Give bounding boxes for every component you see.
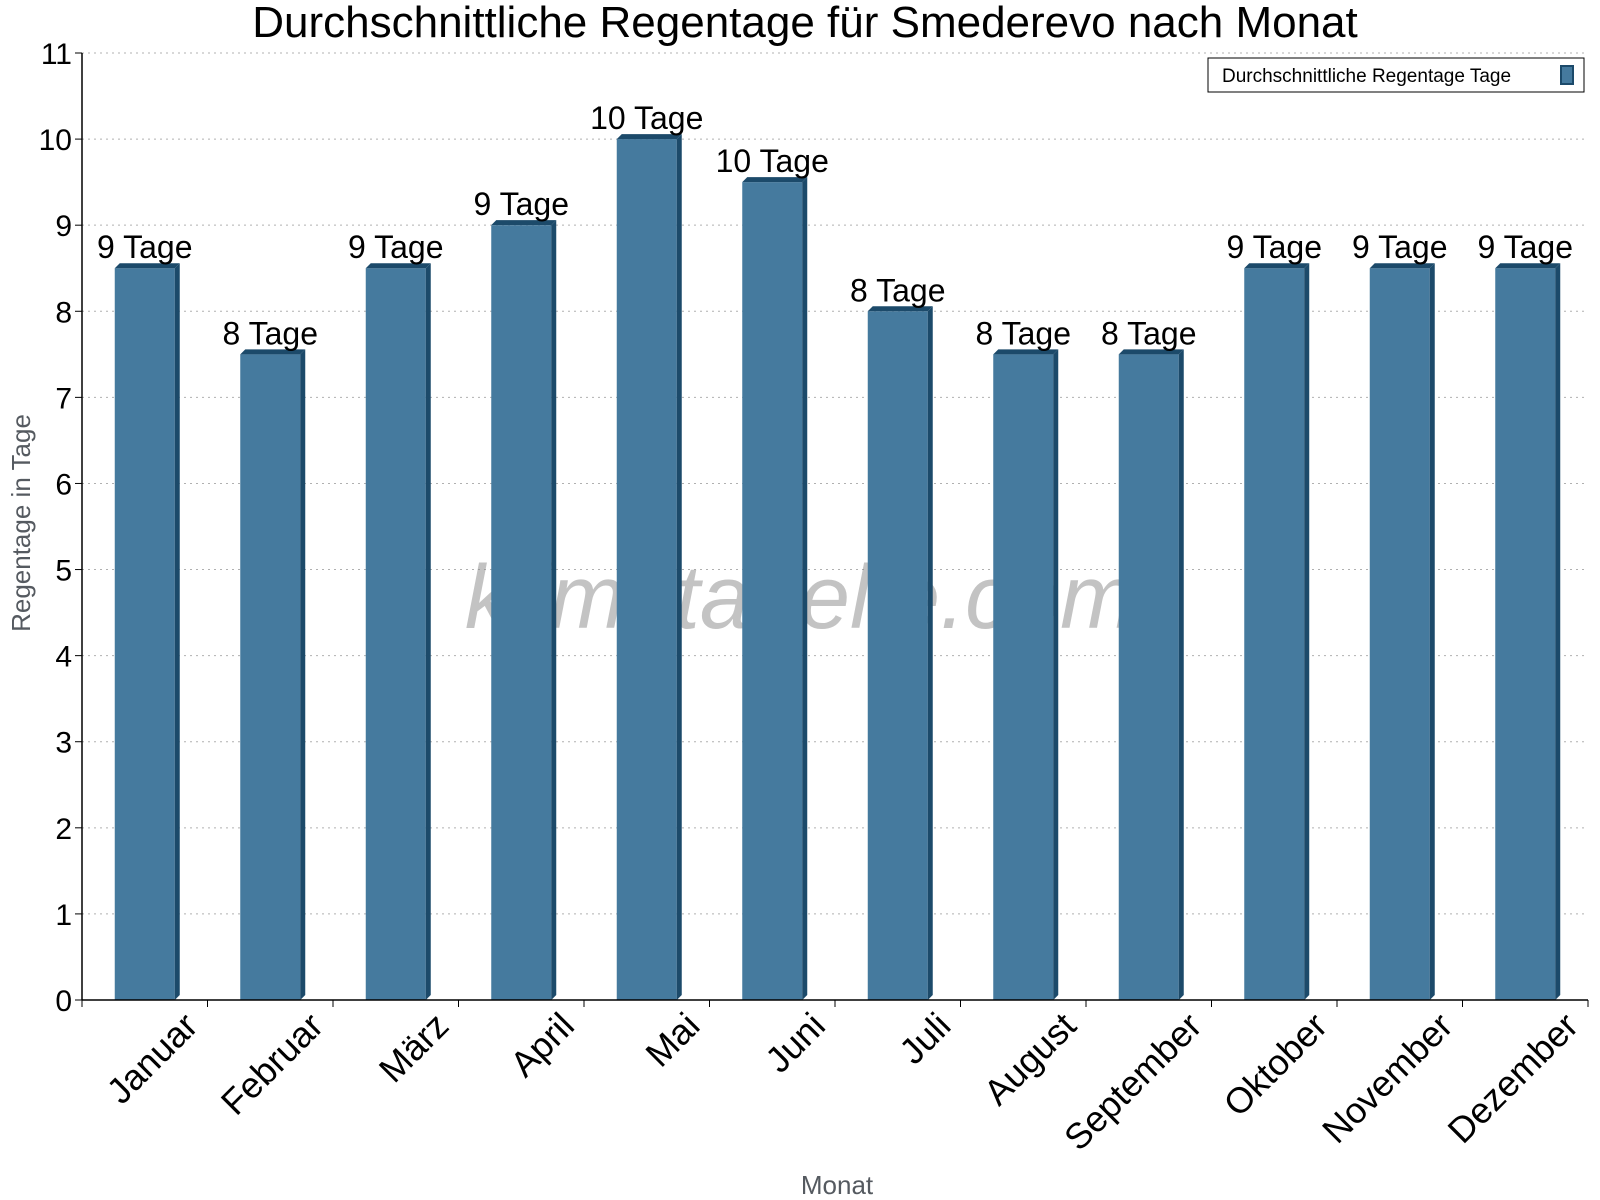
bar-side	[1304, 263, 1310, 1000]
bar	[365, 268, 426, 1000]
bar-top	[993, 349, 1059, 355]
x-axis-label: Monat	[801, 1170, 874, 1200]
bar	[742, 182, 803, 1001]
y-tick-label: 3	[55, 727, 72, 760]
bar-side	[1053, 349, 1059, 1000]
x-tick-label: April	[502, 1005, 582, 1085]
bar-data-label: 9 Tage	[1352, 229, 1448, 265]
x-tick-label: Januar	[99, 1005, 206, 1112]
x-axis-ticks: Januar Februar März April Mai Juni Juli AugustS…	[81, 1000, 1589, 1159]
bar-januar	[114, 263, 180, 1000]
x-tick-label: Juli	[891, 1005, 958, 1072]
bar-top	[867, 306, 933, 312]
y-tick-label: 4	[55, 641, 72, 674]
legend-swatch	[1560, 65, 1574, 85]
y-axis-label: Regentage in Tage	[6, 414, 36, 632]
bar-september	[1118, 349, 1184, 1000]
bar	[616, 139, 677, 1000]
bar-side	[1429, 263, 1435, 1000]
bar-juli	[867, 306, 933, 1001]
bar-mai	[616, 134, 682, 1000]
bar-side	[300, 349, 306, 1000]
bar-februar	[240, 349, 306, 1000]
x-tick-label: Oktober	[1215, 1005, 1335, 1125]
x-tick-label: September	[1056, 1005, 1210, 1159]
y-tick-label: 2	[55, 813, 72, 846]
bar-top	[365, 263, 431, 269]
axes	[81, 53, 1588, 1001]
bar	[1118, 354, 1179, 1000]
bar-juni	[742, 177, 808, 1001]
bar-data-label: 8 Tage	[223, 315, 319, 351]
bar-top	[1369, 263, 1435, 269]
y-tick-label: 0	[55, 985, 72, 1018]
bar	[1369, 268, 1430, 1000]
legend-box	[1207, 57, 1585, 93]
bar	[1244, 268, 1305, 1000]
bar-november	[1369, 263, 1435, 1000]
legend: Durchschnittliche Regentage Tage	[1207, 57, 1585, 93]
bar-data-label: 10 Tage	[590, 100, 703, 136]
x-tick-label: August	[976, 1005, 1084, 1113]
x-tick-label: Mai	[637, 1005, 707, 1075]
bar-august	[993, 349, 1059, 1000]
y-axis-ticks: 0 1 2 3 4 5 6 7 8 9 10 11	[39, 38, 82, 1018]
bar	[491, 225, 552, 1000]
y-tick-label: 6	[55, 468, 72, 501]
bar-data-label: 9 Tage	[1478, 229, 1574, 265]
x-tick-label: Juni	[757, 1005, 833, 1081]
bar-side	[802, 177, 808, 1001]
bar-side	[551, 220, 557, 1000]
bar-data-label: 9 Tage	[474, 186, 570, 222]
x-tick-label: Dezember	[1439, 1005, 1585, 1151]
bar-data-label: 9 Tage	[348, 229, 444, 265]
bar	[114, 268, 175, 1000]
bar-top	[114, 263, 180, 269]
y-tick-label: 9	[55, 210, 72, 243]
y-tick-label: 7	[55, 382, 72, 415]
bar-side	[1555, 263, 1561, 1000]
bar-märz	[365, 263, 431, 1000]
bar	[240, 354, 301, 1000]
bar	[1495, 268, 1556, 1000]
bar-side	[676, 134, 682, 1000]
legend-label: Durchschnittliche Regentage Tage	[1222, 66, 1511, 87]
bar-oktober	[1244, 263, 1310, 1000]
y-tick-label: 11	[41, 38, 72, 71]
bar-top	[1118, 349, 1184, 355]
bar-top	[616, 134, 682, 140]
bar-side	[927, 306, 933, 1001]
bar-side	[1178, 349, 1184, 1000]
bar-data-label: 10 Tage	[716, 143, 829, 179]
y-tick-label: 5	[55, 555, 72, 588]
bar-top	[742, 177, 808, 183]
bar-data-label: 9 Tage	[1227, 229, 1323, 265]
grid-lines	[82, 52, 1588, 915]
bar-data-label: 8 Tage	[1101, 315, 1197, 351]
bar-series	[114, 134, 1561, 1001]
bar-side	[425, 263, 431, 1000]
bar	[867, 311, 928, 1001]
bar	[993, 354, 1054, 1000]
chart-title: Durchschnittliche Regentage für Smederev…	[252, 0, 1358, 47]
x-tick-label: November	[1314, 1005, 1460, 1151]
bar-dezember	[1495, 263, 1561, 1000]
bar-data-label: 8 Tage	[850, 272, 946, 308]
bar-data-label: 8 Tage	[976, 315, 1072, 351]
bar-side	[174, 263, 180, 1000]
x-tick-label: März	[371, 1005, 457, 1091]
bar-top	[491, 220, 557, 226]
bar-top	[240, 349, 306, 355]
bar-april	[491, 220, 557, 1000]
y-tick-label: 1	[55, 899, 72, 932]
x-tick-label: Februar	[213, 1005, 331, 1123]
bar-top	[1495, 263, 1561, 269]
bar-top	[1244, 263, 1310, 269]
y-tick-label: 8	[55, 296, 72, 329]
y-tick-label: 10	[39, 124, 72, 157]
bar-data-labels: 9 Tage 8 Tage 9 Tage 9 Tage 10 Tage 10 Tage 8 …	[97, 100, 1573, 351]
bar-data-label: 9 Tage	[97, 229, 193, 265]
